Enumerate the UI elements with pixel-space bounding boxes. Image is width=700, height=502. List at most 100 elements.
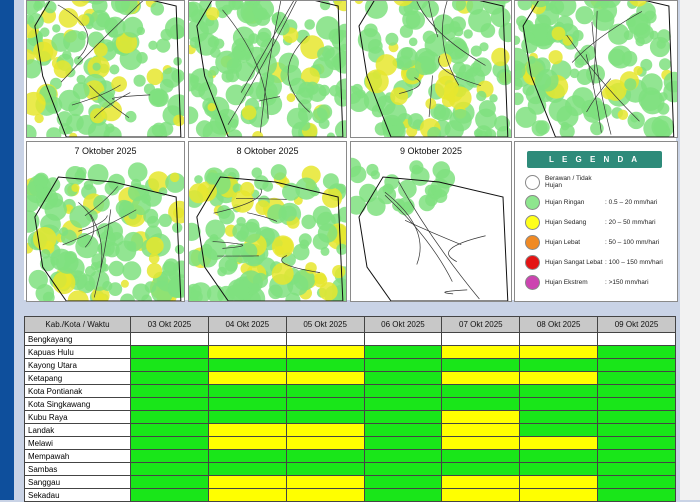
- forecast-cell: [286, 372, 364, 385]
- forecast-cell: [364, 476, 442, 489]
- forecast-cell: [131, 333, 209, 346]
- legend-item: Hujan Lebat: 50 – 100 mm/hari: [525, 234, 659, 250]
- forecast-cell: [131, 359, 209, 372]
- legend-color-swatch: [525, 195, 540, 210]
- forecast-cell: [364, 346, 442, 359]
- forecast-cell: [208, 372, 286, 385]
- table-row: Mempawah: [25, 450, 676, 463]
- forecast-cell: [286, 333, 364, 346]
- rainfall-map-graphic: [351, 142, 511, 301]
- forecast-cell: [286, 359, 364, 372]
- forecast-cell: [131, 385, 209, 398]
- table-row: Sanggau: [25, 476, 676, 489]
- rainfall-map-graphic: [27, 1, 184, 137]
- right-margin-band: [680, 0, 700, 500]
- forecast-cell: [131, 398, 209, 411]
- left-brand-band: [0, 0, 14, 500]
- forecast-cell: [364, 437, 442, 450]
- regency-name: Ketapang: [25, 372, 131, 385]
- forecast-cell: [131, 437, 209, 450]
- forecast-cell: [364, 385, 442, 398]
- forecast-cell: [131, 450, 209, 463]
- forecast-cell: [286, 424, 364, 437]
- forecast-cell: [364, 359, 442, 372]
- rainfall-map-graphic: [189, 142, 346, 301]
- legend-item-range: : 20 – 50 mm/hari: [605, 219, 656, 226]
- forecast-cell: [598, 359, 676, 372]
- table-row: Melawi: [25, 437, 676, 450]
- forecast-cell: [208, 333, 286, 346]
- table-header-date: 03 Okt 2025: [131, 317, 209, 333]
- regency-name: Kayong Utara: [25, 359, 131, 372]
- legend-item-range: : 50 – 100 mm/hari: [605, 239, 659, 246]
- forecast-cell: [286, 398, 364, 411]
- table-row: Kapuas Hulu: [25, 346, 676, 359]
- forecast-cell: [131, 372, 209, 385]
- legend-color-swatch: [525, 215, 540, 230]
- forecast-cell: [286, 411, 364, 424]
- forecast-cell: [442, 463, 520, 476]
- legend-color-swatch: [525, 275, 540, 290]
- forecast-cell: [442, 411, 520, 424]
- forecast-map-08: 8 Oktober 2025: [188, 141, 347, 302]
- forecast-cell: [131, 411, 209, 424]
- legend-title: L E G E N D A: [527, 151, 662, 168]
- forecast-cell: [208, 450, 286, 463]
- regency-name: Kubu Raya: [25, 411, 131, 424]
- legend-item-name: Hujan Ekstrem: [545, 279, 605, 286]
- regency-name: Landak: [25, 424, 131, 437]
- forecast-cell: [208, 411, 286, 424]
- table-row: Ketapang: [25, 372, 676, 385]
- forecast-cell: [598, 476, 676, 489]
- forecast-cell: [364, 372, 442, 385]
- forecast-cell: [520, 359, 598, 372]
- forecast-cell: [364, 463, 442, 476]
- regency-name: Kapuas Hulu: [25, 346, 131, 359]
- forecast-cell: [208, 437, 286, 450]
- legend-item: Hujan Ekstrem: >150 mm/hari: [525, 274, 649, 290]
- forecast-cell: [520, 398, 598, 411]
- forecast-map-04: [188, 0, 347, 138]
- forecast-cell: [520, 333, 598, 346]
- legend-color-swatch: [525, 235, 540, 250]
- legend-color-swatch: [525, 255, 540, 270]
- forecast-cell: [598, 385, 676, 398]
- legend-item-name: Hujan Sedang: [545, 219, 605, 226]
- forecast-cell: [520, 437, 598, 450]
- legend-item: Hujan Sedang: 20 – 50 mm/hari: [525, 214, 656, 230]
- forecast-cell: [286, 476, 364, 489]
- forecast-map-06: [514, 0, 678, 138]
- forecast-cell: [442, 372, 520, 385]
- regency-name: Sanggau: [25, 476, 131, 489]
- legend-item-name: Hujan Ringan: [545, 199, 605, 206]
- forecast-cell: [520, 411, 598, 424]
- legend-item-name: Hujan Sangat Lebat: [545, 259, 605, 266]
- forecast-cell: [442, 385, 520, 398]
- legend-item: Hujan Sangat Lebat: 100 – 150 mm/hari: [525, 254, 663, 270]
- forecast-cell: [208, 463, 286, 476]
- forecast-cell: [286, 385, 364, 398]
- forecast-cell: [364, 450, 442, 463]
- regency-name: Melawi: [25, 437, 131, 450]
- legend-item: Hujan Ringan: 0.5 – 20 mm/hari: [525, 194, 657, 210]
- regency-name: Kota Singkawang: [25, 398, 131, 411]
- forecast-cell: [520, 385, 598, 398]
- legend-item-range: : >150 mm/hari: [605, 279, 649, 286]
- forecast-cell: [442, 450, 520, 463]
- map-date-title: 7 Oktober 2025: [27, 146, 184, 156]
- regency-name: Mempawah: [25, 450, 131, 463]
- table-header-label: Kab./Kota / Waktu: [25, 317, 131, 333]
- forecast-cell: [131, 463, 209, 476]
- forecast-cell: [520, 346, 598, 359]
- forecast-cell: [598, 398, 676, 411]
- forecast-cell: [442, 476, 520, 489]
- forecast-cell: [131, 346, 209, 359]
- table-header-date: 07 Okt 2025: [442, 317, 520, 333]
- forecast-map-03: [26, 0, 185, 138]
- legend-color-swatch: [525, 175, 540, 190]
- table-header-date: 04 Okt 2025: [208, 317, 286, 333]
- regency-name: Kota Pontianak: [25, 385, 131, 398]
